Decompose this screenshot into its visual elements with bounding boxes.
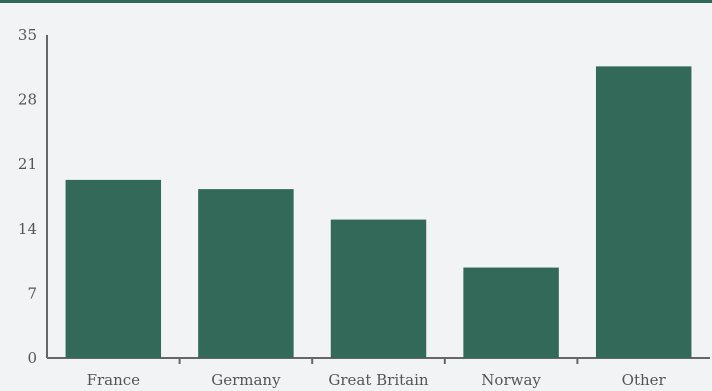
x-axis: France Germany Great Britain Norway Other — [47, 357, 710, 389]
bars — [65, 66, 692, 359]
bar-norway — [463, 267, 559, 358]
y-tick-label: 0 — [27, 349, 37, 367]
bar-great-britain — [330, 219, 427, 358]
x-category-label: France — [87, 371, 141, 389]
y-tick-label: 28 — [18, 91, 37, 109]
bar-france — [65, 179, 162, 358]
bar-other — [595, 66, 692, 359]
y-tick-label: 7 — [27, 284, 37, 302]
x-category-label: Other — [622, 371, 667, 389]
y-tick-label: 14 — [18, 220, 37, 238]
top-rule — [0, 0, 712, 3]
x-category-label: Norway — [481, 371, 541, 389]
bar-germany — [198, 189, 294, 358]
x-category-label: Great Britain — [328, 371, 429, 389]
y-axis: 0 7 14 21 28 35 — [18, 26, 48, 367]
y-tick-label: 21 — [18, 155, 37, 173]
y-tick-label: 35 — [18, 26, 37, 44]
x-category-label: Germany — [211, 371, 281, 389]
